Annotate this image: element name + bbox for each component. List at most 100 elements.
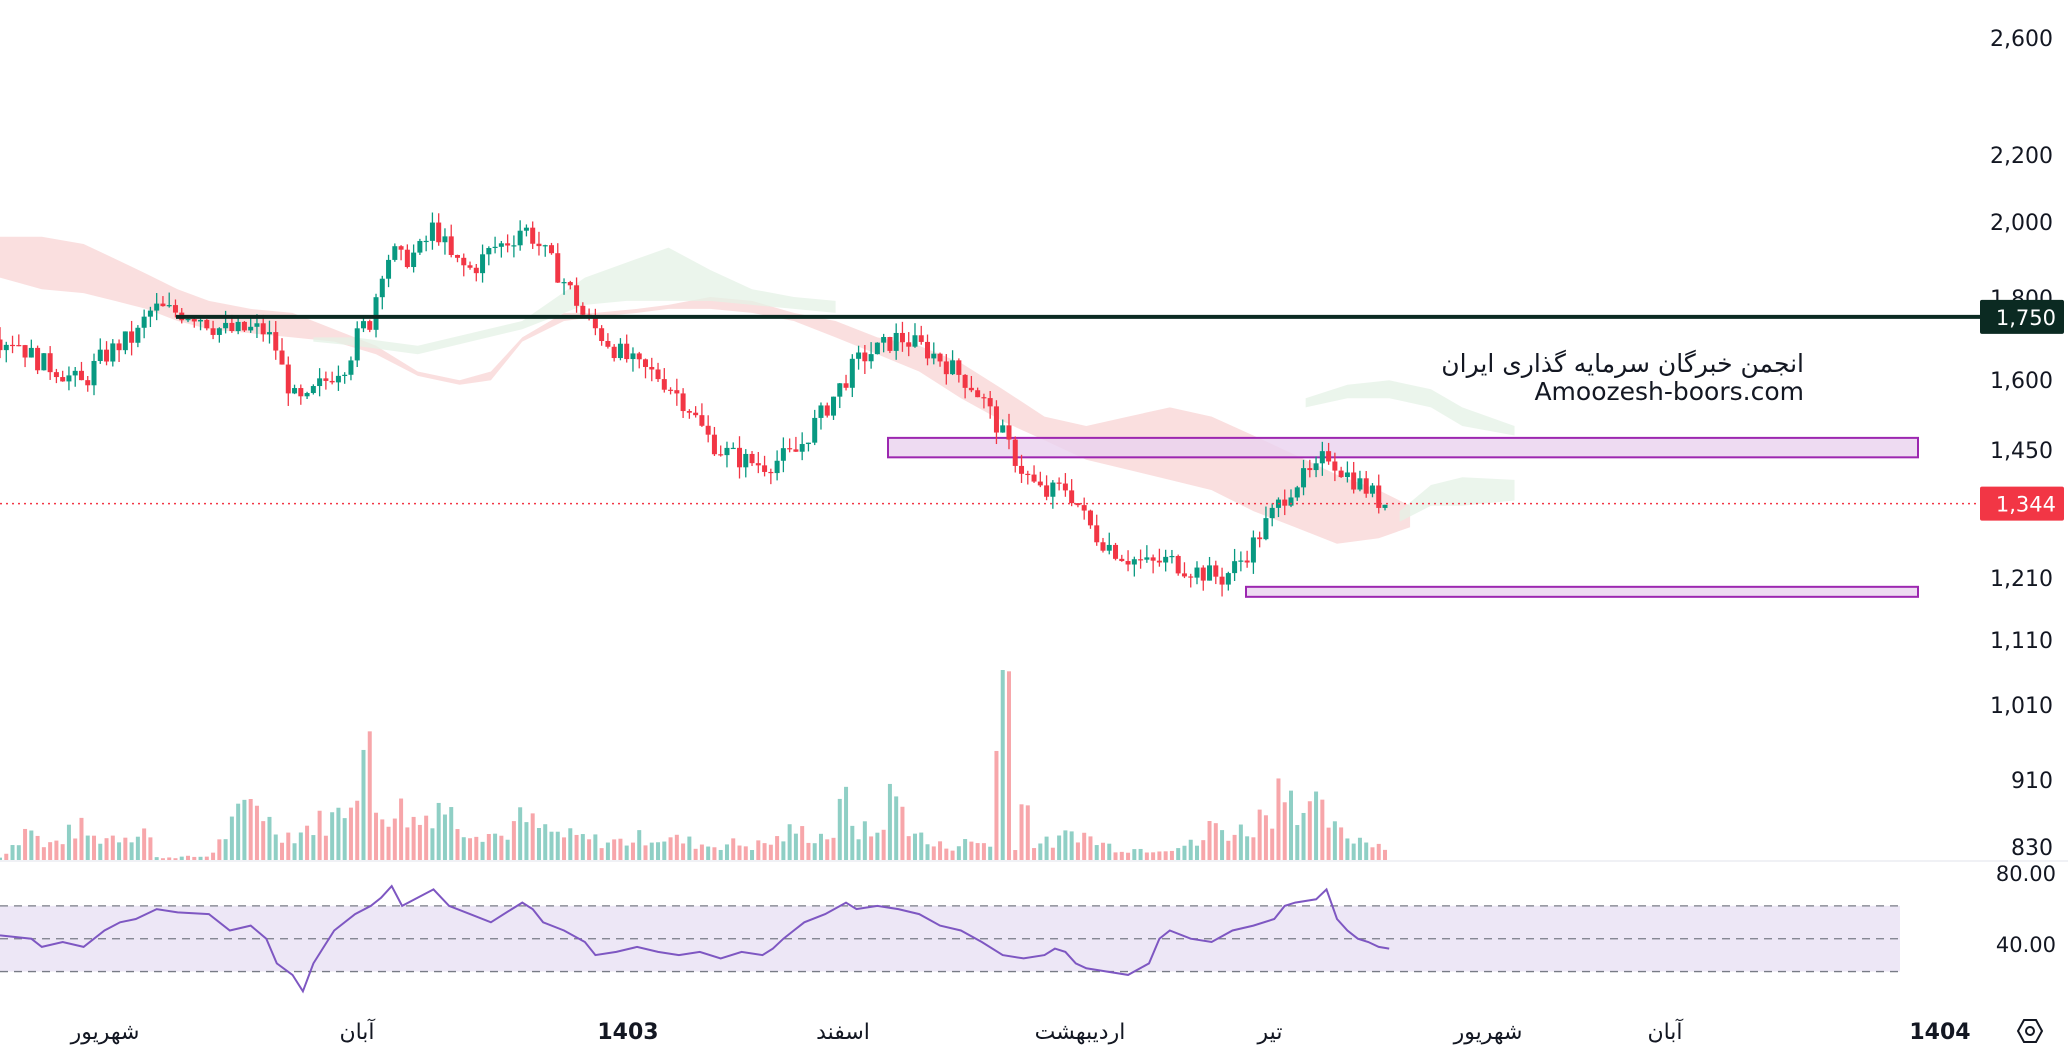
candle-body[interactable] (0, 339, 3, 351)
candle-body[interactable] (1106, 544, 1112, 551)
candle-body[interactable] (1144, 557, 1150, 560)
candle-body[interactable] (1169, 555, 1175, 558)
candle-body[interactable] (799, 444, 805, 452)
candle-body[interactable] (881, 337, 887, 343)
candle-body[interactable] (436, 222, 442, 243)
candle-body[interactable] (592, 317, 598, 329)
candle-body[interactable] (110, 343, 116, 362)
candle-body[interactable] (229, 322, 235, 332)
candle-body[interactable] (624, 343, 630, 360)
candle-body[interactable] (962, 374, 968, 388)
candle-body[interactable] (448, 236, 454, 255)
candle-body[interactable] (931, 353, 937, 359)
price-axis[interactable]: 2,6002,2002,0001,8001,6001,4501,2101,110… (1990, 27, 2053, 861)
candle-body[interactable] (492, 246, 498, 249)
candle-body[interactable] (1031, 474, 1037, 482)
candle-body[interactable] (1163, 556, 1169, 563)
candle-body[interactable] (1219, 576, 1225, 585)
candle-body[interactable] (693, 412, 699, 416)
candle-body[interactable] (273, 332, 279, 351)
candle-body[interactable] (1344, 472, 1350, 478)
candle-body[interactable] (1263, 518, 1269, 540)
candle-body[interactable] (749, 453, 755, 464)
candle-body[interactable] (279, 350, 285, 365)
candle-body[interactable] (774, 460, 780, 474)
candle-body[interactable] (755, 463, 761, 466)
candle-body[interactable] (893, 332, 899, 351)
candle-body[interactable] (135, 327, 141, 343)
candle-body[interactable] (517, 230, 523, 246)
candle-body[interactable] (1232, 561, 1238, 574)
candle-body[interactable] (1062, 483, 1068, 491)
candle-body[interactable] (1282, 499, 1288, 506)
candle-body[interactable] (1050, 482, 1056, 497)
candle-body[interactable] (887, 337, 893, 351)
candle-body[interactable] (266, 332, 272, 335)
candle-body[interactable] (956, 360, 962, 375)
candle-body[interactable] (348, 360, 354, 375)
candle-body[interactable] (874, 342, 880, 355)
candle-body[interactable] (1181, 573, 1187, 577)
candle-body[interactable] (1369, 485, 1375, 494)
candle-body[interactable] (411, 252, 417, 268)
candle-body[interactable] (1257, 537, 1263, 540)
candle-body[interactable] (1319, 451, 1325, 464)
candle-body[interactable] (793, 449, 799, 452)
candle-body[interactable] (868, 354, 874, 362)
candle-body[interactable] (1006, 425, 1012, 440)
candle-body[interactable] (1069, 490, 1075, 504)
candle-body[interactable] (780, 448, 786, 461)
candle-body[interactable] (1288, 497, 1294, 506)
zone-rect[interactable] (1245, 585, 1919, 598)
candle-body[interactable] (805, 442, 811, 445)
candle-body[interactable] (342, 374, 348, 376)
candle-body[interactable] (317, 378, 323, 387)
candle-body[interactable] (1094, 525, 1100, 543)
candle-body[interactable] (718, 454, 724, 456)
candle-body[interactable] (668, 389, 674, 391)
candle-body[interactable] (943, 361, 949, 375)
candle-body[interactable] (1200, 567, 1206, 581)
candle-body[interactable] (574, 285, 580, 306)
candle-body[interactable] (680, 393, 686, 412)
candle-body[interactable] (561, 282, 567, 284)
candle-body[interactable] (831, 396, 837, 416)
candle-body[interactable] (1000, 425, 1006, 433)
rsi-line[interactable] (0, 884, 1390, 994)
candle-body[interactable] (429, 222, 435, 241)
candle-body[interactable] (1156, 560, 1162, 563)
support-resistance-zones[interactable] (887, 436, 1919, 598)
candle-body[interactable] (285, 364, 291, 394)
candle-body[interactable] (1294, 487, 1300, 498)
candle-body[interactable] (467, 265, 473, 268)
candle-body[interactable] (335, 375, 341, 383)
price-lines[interactable] (0, 314, 1985, 505)
candle-body[interactable] (856, 352, 862, 359)
candle-body[interactable] (1100, 542, 1106, 551)
candle-body[interactable] (1075, 503, 1081, 506)
candle-body[interactable] (22, 345, 28, 358)
candle-body[interactable] (1056, 482, 1062, 484)
candle-body[interactable] (1326, 451, 1332, 462)
candle-body[interactable] (1188, 576, 1194, 578)
candle-body[interactable] (580, 305, 586, 315)
candle-body[interactable] (617, 343, 623, 359)
candle-body[interactable] (1087, 510, 1093, 526)
candle-body[interactable] (398, 246, 404, 250)
candle-body[interactable] (661, 379, 667, 390)
candle-body[interactable] (555, 253, 561, 283)
candle-body[interactable] (1269, 507, 1275, 519)
candle-body[interactable] (122, 331, 128, 351)
candle-body[interactable] (605, 341, 611, 347)
candle-body[interactable] (1313, 463, 1319, 471)
candle-body[interactable] (417, 240, 423, 253)
candle-body[interactable] (768, 471, 774, 474)
candle-body[interactable] (843, 383, 849, 388)
candle-body[interactable] (899, 332, 905, 343)
candle-body[interactable] (505, 243, 511, 246)
candle-body[interactable] (730, 447, 736, 450)
candle-body[interactable] (1213, 565, 1219, 577)
candle-body[interactable] (116, 343, 122, 351)
candle-body[interactable] (993, 406, 999, 433)
